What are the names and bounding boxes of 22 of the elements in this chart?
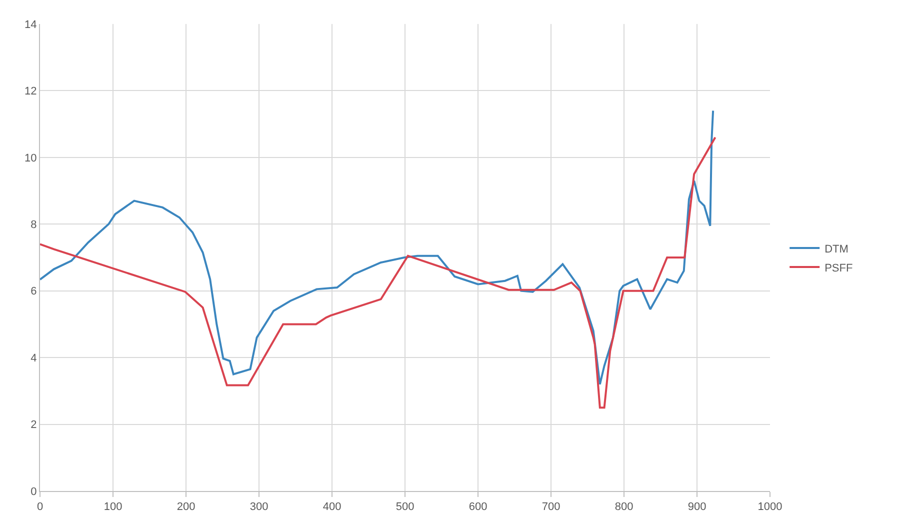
x-tick-label: 500 [396, 501, 414, 514]
x-tick-label: 400 [322, 501, 342, 514]
legend-label: DTM [824, 243, 848, 256]
y-tick-label: 12 [24, 86, 37, 98]
x-tick-label: 100 [104, 501, 122, 514]
y-tick-label: 8 [30, 218, 37, 231]
x-tick-label: 200 [176, 501, 196, 514]
y-tick-label: 6 [30, 286, 37, 298]
y-tick-label: 2 [30, 419, 37, 432]
y-tick-label: 14 [24, 18, 37, 31]
line-series [40, 136, 716, 409]
x-tick-label: 300 [250, 501, 268, 514]
line-series [40, 110, 714, 386]
y-tick-label: 10 [24, 152, 37, 164]
x-tick-label: 800 [614, 501, 634, 514]
x-tick-label: 700 [542, 501, 560, 514]
y-tick-label: 4 [30, 352, 37, 364]
x-tick-label: 900 [688, 501, 706, 514]
y-tick-label: 0 [30, 486, 37, 498]
legend-label: PSFF [824, 262, 853, 274]
x-tick-label: 1000 [758, 501, 782, 514]
x-tick-label: 600 [468, 501, 488, 514]
